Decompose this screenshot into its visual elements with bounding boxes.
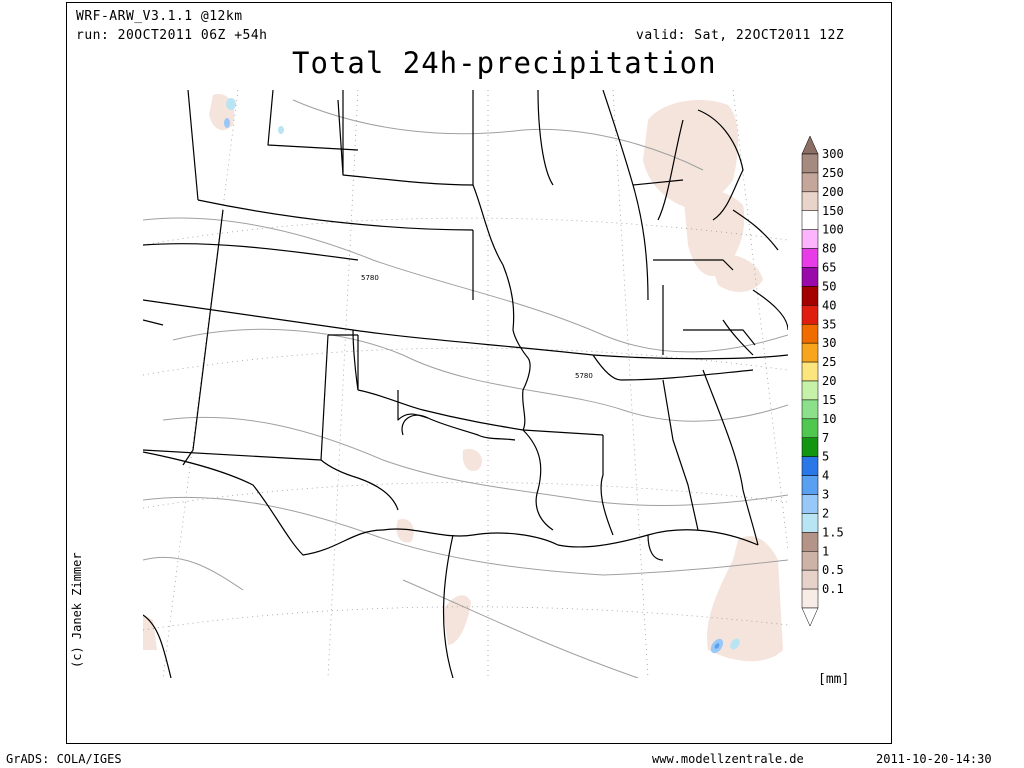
- legend-color-box: [801, 475, 819, 495]
- legend-color-box: [801, 569, 819, 590]
- legend-level-label: 35: [822, 317, 836, 331]
- legend-level-label: 0.1: [822, 582, 844, 596]
- legend-color-box: [801, 532, 819, 552]
- map-title: Total 24h-precipitation: [292, 46, 717, 80]
- legend-level-label: 65: [822, 261, 836, 275]
- contour-label: 5780: [575, 372, 593, 380]
- legend-level-label: 10: [822, 412, 836, 426]
- political-borders: [143, 90, 788, 678]
- legend-color-box: [801, 210, 819, 230]
- legend-color-box: [801, 248, 819, 268]
- legend-color-box: [801, 305, 819, 325]
- legend-level-label: 2: [822, 506, 829, 520]
- geopotential-contours: [143, 99, 788, 678]
- legend-color-box: [801, 191, 819, 211]
- precipitation-cells: [224, 98, 740, 654]
- legend-level-label: 250: [822, 166, 844, 180]
- valid-time-label: valid: Sat, 22OCT2011 12Z: [636, 28, 845, 43]
- legend-color-box: [801, 324, 819, 344]
- legend-color-box: [801, 267, 819, 287]
- precipitation-map: 5780 5780: [143, 90, 788, 678]
- legend-color-box: [801, 513, 819, 533]
- legend-level-label: 4: [822, 469, 829, 483]
- legend-level-label: 0.5: [822, 563, 844, 577]
- legend-color-box: [801, 342, 819, 363]
- legend-labels: 300 250 200 150 100 80 65 50 40 35 30 25 20 15 10 7 5 4 3 2…: [822, 147, 844, 596]
- contour-label: 5780: [361, 274, 379, 282]
- legend-level-label: 3: [822, 488, 829, 502]
- legend-color-box: [801, 229, 819, 249]
- legend-level-label: 1.5: [822, 525, 844, 539]
- legend-color-box: [801, 456, 819, 476]
- legend-color-box: [801, 437, 819, 457]
- website-link[interactable]: www.modellzentrale.de: [652, 752, 804, 766]
- run-label: run: 20OCT2011 06Z +54h: [76, 28, 268, 43]
- legend-unit: [mm]: [818, 672, 850, 687]
- legend-level-label: 80: [822, 242, 836, 256]
- legend-level-label: 5: [822, 450, 829, 464]
- author-credit: (c) Janek Zimmer: [70, 552, 84, 668]
- plot-frame: [66, 2, 892, 744]
- legend-color-box: [801, 588, 819, 609]
- software-credit: GrADS: COLA/IGES: [6, 752, 122, 766]
- legend-level-label: 150: [822, 204, 844, 218]
- legend-level-label: 300: [822, 147, 844, 161]
- precip-legend: 300 250 200 150 100 80 65 50 40 35 30 25 20 15 10 7 5 4 3 2…: [801, 136, 844, 627]
- legend-color-box: [801, 172, 819, 193]
- generation-timestamp: 2011-10-20-14:30: [876, 752, 992, 766]
- legend-color-box: [801, 380, 819, 401]
- legend-color-box: [801, 361, 819, 382]
- legend-level-label: 200: [822, 185, 844, 199]
- legend-level-label: 15: [822, 393, 836, 407]
- legend-color-box: [801, 399, 819, 420]
- model-label: WRF-ARW_V3.1.1 @12km: [76, 9, 243, 24]
- legend-color-box: [801, 494, 819, 514]
- legend-color-box: [801, 286, 819, 306]
- legend-level-label: 40: [822, 298, 836, 312]
- legend-color-box: [801, 153, 819, 174]
- legend-level-label: 25: [822, 355, 836, 369]
- legend-color-boxes: [801, 136, 819, 627]
- legend-bottom-arrow: [801, 607, 819, 627]
- legend-level-label: 100: [822, 223, 844, 237]
- legend-color-box: [801, 551, 819, 571]
- legend-color-box: [801, 418, 819, 439]
- legend-level-label: 1: [822, 544, 829, 558]
- legend-top-arrow: [801, 136, 819, 155]
- legend-level-label: 30: [822, 336, 836, 350]
- legend-level-label: 20: [822, 374, 836, 388]
- legend-level-label: 50: [822, 279, 836, 293]
- legend-level-label: 7: [822, 431, 829, 445]
- graticule: [143, 90, 788, 678]
